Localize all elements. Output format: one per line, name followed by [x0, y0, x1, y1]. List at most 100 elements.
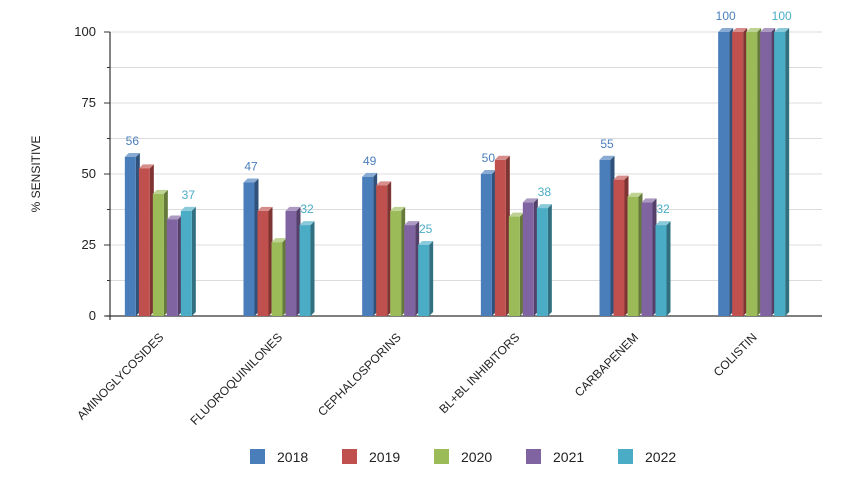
bar-top [627, 192, 643, 197]
bar-top [376, 181, 392, 186]
bar-top [599, 155, 615, 160]
bar-front [299, 225, 311, 316]
bar-top [404, 221, 420, 226]
gridlines [110, 31, 822, 317]
bar-top [494, 155, 510, 160]
bar-top [732, 28, 748, 32]
bar-front [760, 32, 772, 316]
bar-top [299, 221, 315, 226]
bar-front [124, 156, 136, 316]
bar-front [494, 159, 506, 316]
category-label: CEPHALOSPORINS [315, 330, 404, 419]
bar-front [152, 193, 164, 316]
bar-front [641, 202, 653, 316]
legend-label: 2021 [553, 449, 584, 465]
bar [257, 206, 273, 316]
data-label: 38 [538, 185, 552, 199]
bar [152, 189, 168, 316]
bar-front [599, 159, 611, 316]
y-axis-label: % SENSITIVE [29, 136, 43, 213]
data-label: 32 [656, 202, 670, 216]
bar-top [480, 170, 496, 174]
y-tick-label: 0 [89, 308, 96, 323]
bar [480, 170, 496, 316]
bar-top [243, 178, 259, 183]
bar [522, 198, 538, 316]
bar-top [180, 206, 196, 211]
bar-top [774, 28, 790, 32]
legend-label: 2019 [369, 449, 400, 465]
data-label: 100 [772, 9, 792, 23]
data-label: 37 [182, 188, 196, 202]
bar-top [746, 28, 762, 32]
legend-swatch [434, 449, 449, 464]
bar-top [138, 164, 154, 169]
bar [760, 28, 776, 316]
bar-front [285, 210, 297, 316]
bar [404, 221, 420, 316]
bar-front [536, 208, 548, 316]
bar-front [480, 174, 492, 316]
bar-side [191, 206, 196, 316]
bar-side [666, 221, 671, 316]
bar-top [166, 215, 182, 220]
data-label: 47 [244, 160, 258, 174]
data-label: 55 [600, 137, 614, 151]
bar [418, 241, 434, 316]
y-tick-label: 50 [82, 166, 96, 181]
bar [494, 155, 510, 316]
legend-item: 2020 [434, 449, 492, 465]
bar [362, 172, 378, 316]
legend-item: 2019 [342, 449, 400, 465]
legend-label: 2022 [645, 449, 676, 465]
bar-top [641, 198, 657, 203]
bar-top [655, 221, 671, 226]
data-label: 50 [482, 151, 496, 165]
bar-top [718, 28, 734, 32]
y-tick-label: 100 [74, 24, 96, 39]
bar-side [429, 241, 434, 316]
bar [508, 212, 524, 316]
bar-front [138, 168, 150, 316]
category-label: BL+BL INHIBITORS [436, 330, 522, 416]
bar-front [627, 196, 639, 316]
bar-front [390, 210, 402, 316]
bar-top [613, 175, 629, 180]
bar [655, 221, 671, 316]
bar-front [243, 182, 255, 316]
bar-front [404, 225, 416, 316]
bar-top [271, 238, 287, 243]
legend-item: 2018 [250, 449, 308, 465]
bar [746, 28, 762, 316]
bar [641, 198, 657, 316]
bar-front [774, 32, 786, 316]
bar-front [166, 219, 178, 316]
bar-top [285, 206, 301, 211]
bar-top [362, 172, 378, 177]
bar-front [718, 32, 730, 316]
bars [124, 28, 790, 316]
bar [613, 175, 629, 316]
category-label: FLUOROQUINILONES [188, 330, 286, 428]
bar-top [390, 206, 406, 211]
data-label: 100 [716, 9, 736, 23]
data-label: 49 [363, 154, 377, 168]
bar [271, 238, 287, 316]
bar [390, 206, 406, 316]
data-labels: 56 37 47 32 49 25 50 38 55 32 100 100 [126, 9, 792, 236]
data-label: 32 [300, 202, 314, 216]
legend-swatch [342, 449, 357, 464]
bar-front [418, 245, 430, 316]
bar-top [152, 189, 168, 194]
bar [718, 28, 734, 316]
data-label: 25 [419, 222, 433, 236]
bar-side [785, 28, 790, 316]
bar-front [732, 32, 744, 316]
bar [627, 192, 643, 316]
bar [166, 215, 182, 316]
bar-front [257, 210, 269, 316]
bar-side [547, 204, 552, 316]
bar-top [536, 204, 552, 209]
bar [285, 206, 301, 316]
